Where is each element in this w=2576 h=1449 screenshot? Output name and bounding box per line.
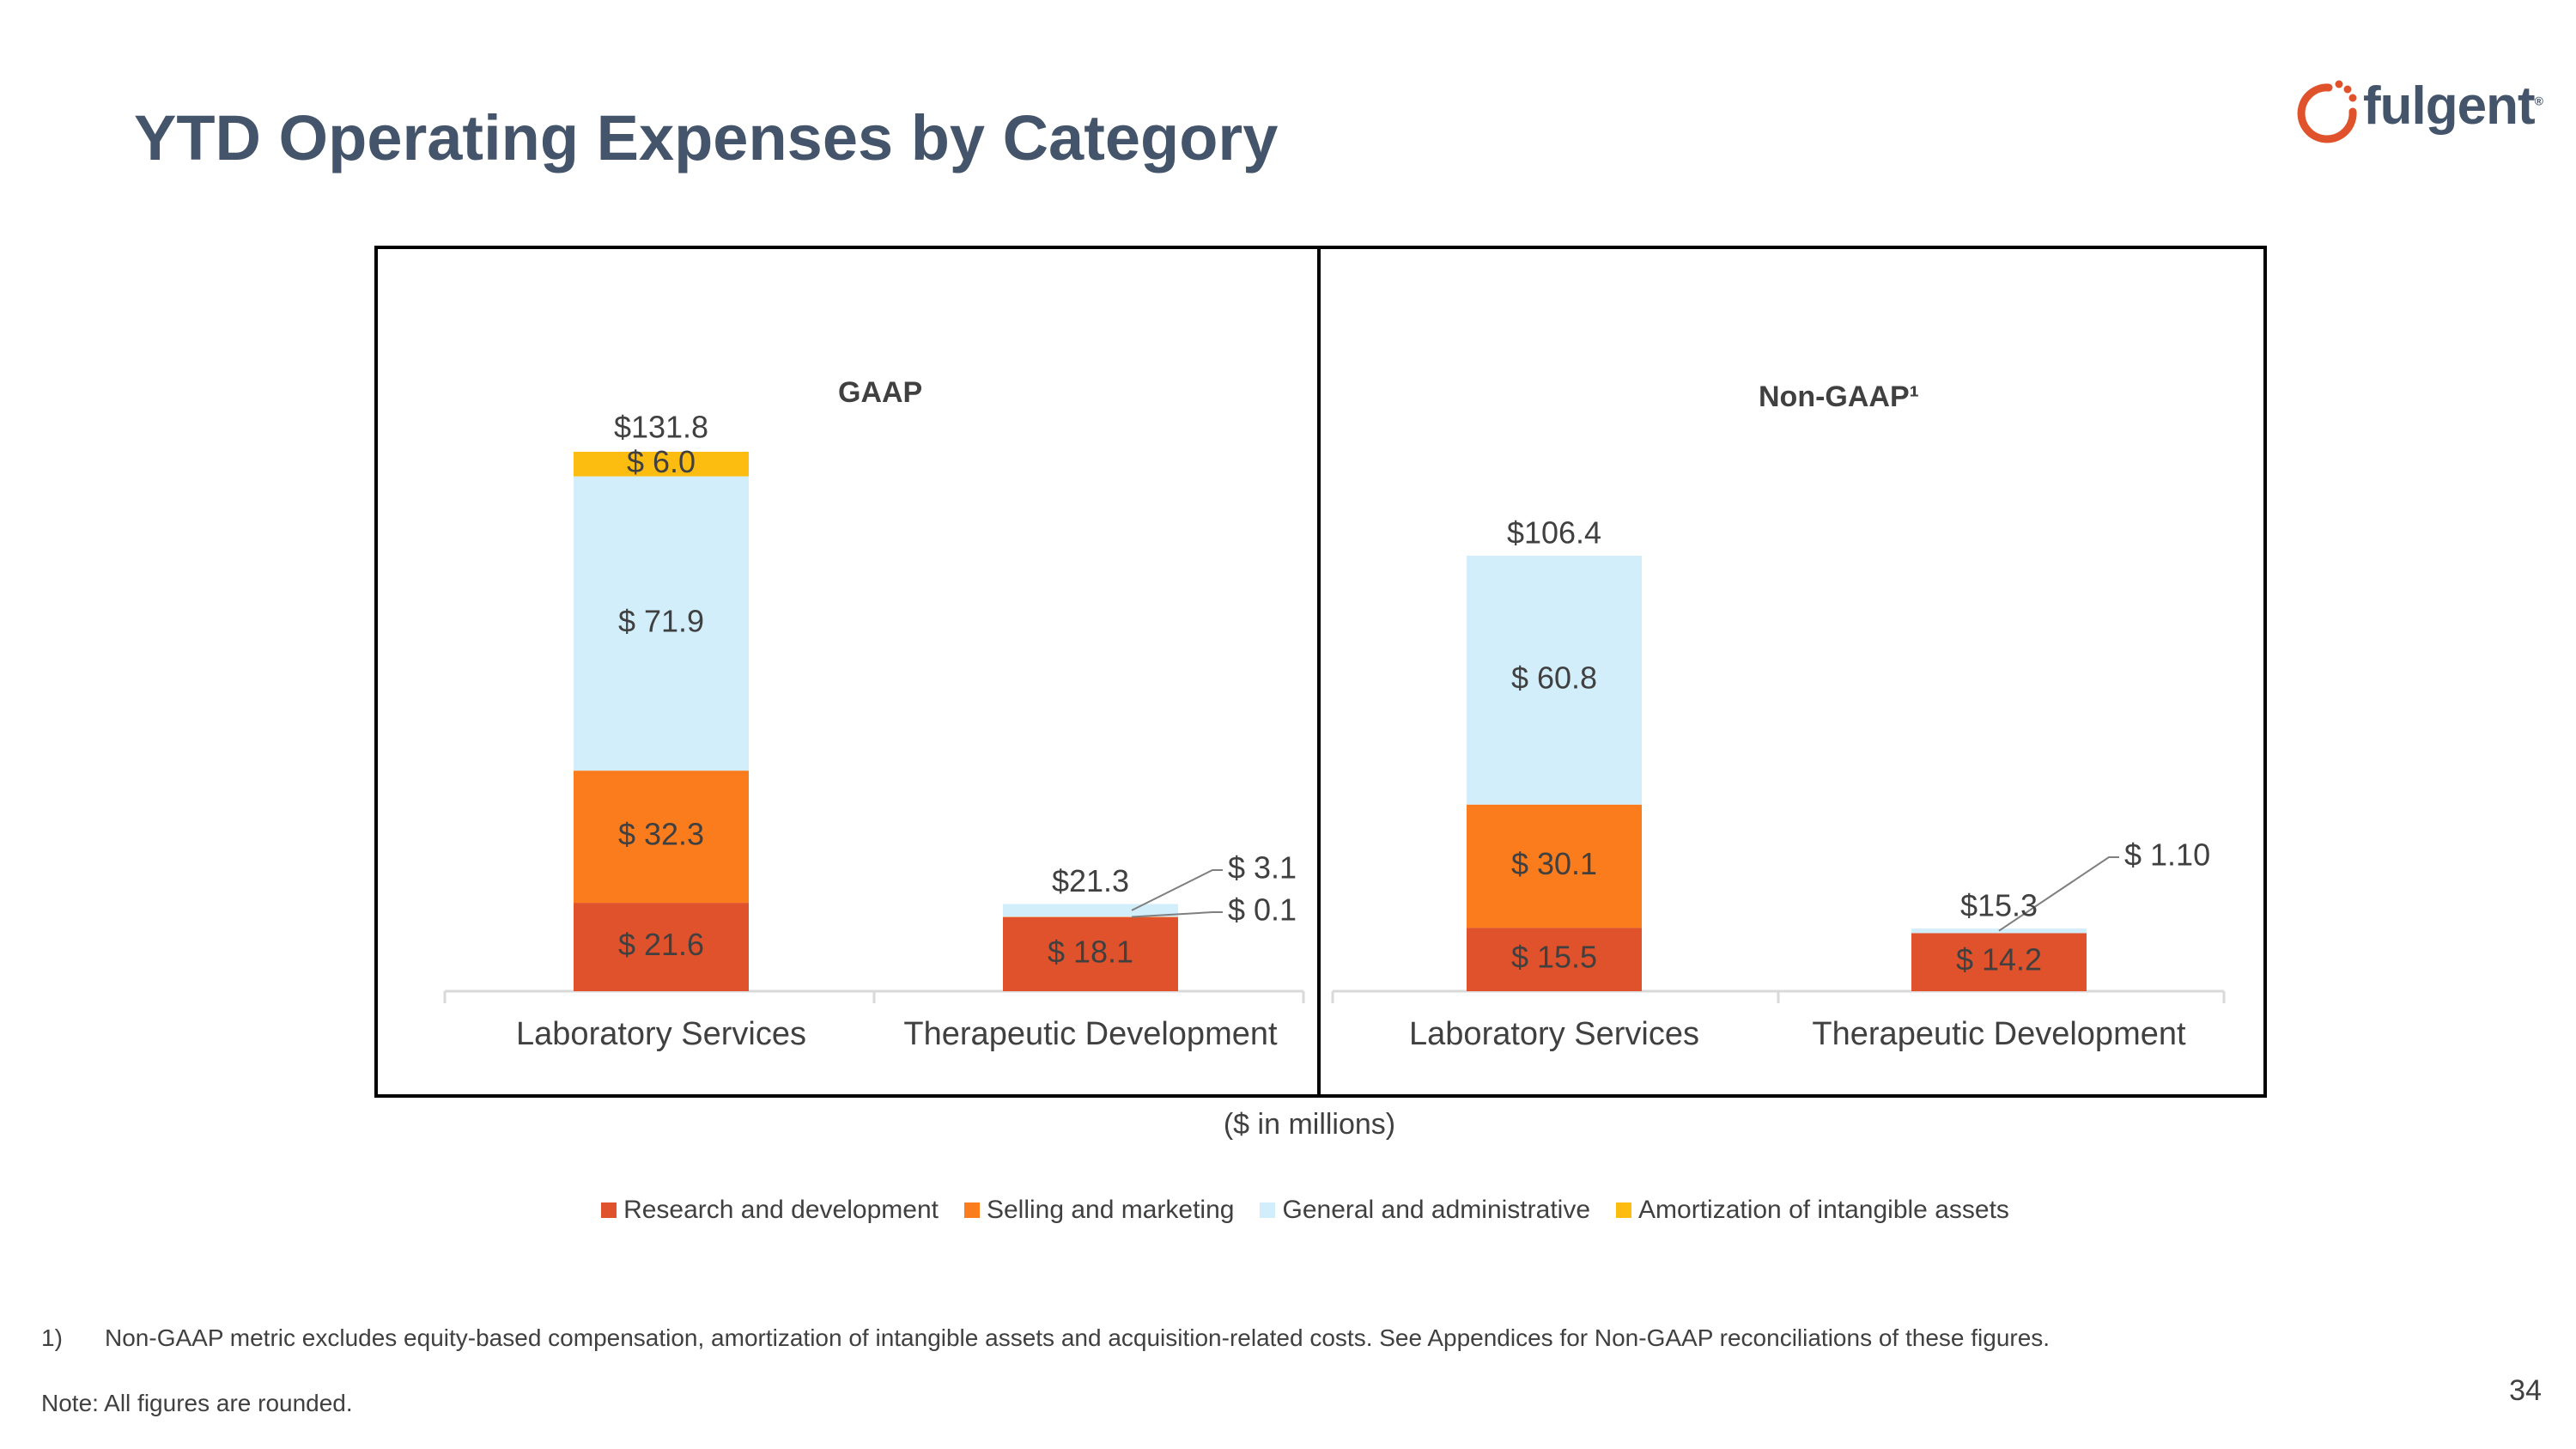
callout-line-gaap-1 [1131, 911, 1223, 918]
legend-item-sm: Selling and marketing [963, 1196, 1235, 1225]
bar-gaap-1-0 [1003, 916, 1178, 991]
data-label-nongaap-0-0: $ 15.5 [1511, 940, 1597, 975]
callout-label-gaap-2: $ 3.1 [1228, 850, 1297, 886]
category-label-gaap-1: Therapeutic Development [903, 1016, 1278, 1052]
total-label-nongaap-0: $106.4 [1507, 515, 1601, 551]
callout-label-gaap-1: $ 0.1 [1228, 892, 1297, 928]
legend-swatch-ga [1260, 1202, 1276, 1218]
chart-area: GAAP $ 21.6 $ 32.3 $ 71.9 $ 6.0 $131.8 Laborat… [374, 246, 2267, 1098]
units-note: ($ in millions) [1223, 1108, 1396, 1141]
total-label-gaap-0: $131.8 [614, 410, 708, 445]
total-label-gaap-1: $21.3 [1052, 863, 1129, 898]
callout-line-gaap-2 [1131, 869, 1223, 911]
data-label-gaap-0-2: $ 71.9 [618, 603, 704, 638]
bar-nongaap-0-0 [1467, 928, 1642, 991]
legend-swatch-sm [963, 1202, 980, 1218]
legend-label-amort: Amortization of intangible assets [1638, 1196, 2009, 1224]
footnote-number: 1) [41, 1324, 63, 1351]
legend-item-amort: Amortization of intangible assets [1616, 1196, 2009, 1225]
bar-gaap-0-0 [574, 903, 749, 991]
category-label-nongaap-0: Laboratory Services [1409, 1016, 1699, 1052]
data-label-nongaap-0-1: $ 30.1 [1511, 846, 1597, 881]
legend-label-rd: Research and development [623, 1196, 939, 1224]
data-label-nongaap-1-0: $ 14.2 [1956, 942, 2042, 977]
footnote: 1) Non-GAAP metric excludes equity-based … [41, 1324, 2050, 1352]
bar-gaap-0-3 [574, 452, 749, 477]
rounding-note: Note: All figures are rounded. [41, 1390, 353, 1416]
bar-nongaap-1-0 [1911, 933, 2087, 991]
total-label-nongaap-1: $15.3 [1960, 888, 2038, 923]
panel-title-nongaap: Non-GAAP¹ [1759, 381, 1919, 413]
logo-ring-icon [2297, 83, 2357, 143]
data-label-gaap-0-3: $ 6.0 [627, 444, 696, 479]
legend-swatch-rd [601, 1202, 617, 1218]
page-number: 34 [2509, 1374, 2542, 1407]
bar-gaap-0-2 [574, 476, 749, 771]
legend-item-ga: General and administrative [1260, 1196, 1590, 1225]
page-title: YTD Operating Expenses by Category [134, 102, 1279, 174]
bar-gaap-1-2 [1003, 904, 1178, 917]
panel-title-gaap: GAAP [838, 376, 922, 409]
logo-registered-mark: ® [2534, 94, 2543, 108]
data-label-gaap-1-0: $ 18.1 [1048, 934, 1133, 969]
data-label-gaap-0-1: $ 32.3 [618, 817, 704, 852]
chart-legend: Research and development Selling and mar… [515, 1196, 2095, 1225]
callout-line-nongaap-2 [1998, 856, 2119, 932]
category-label-gaap-0: Laboratory Services [516, 1016, 806, 1052]
bar-nongaap-0-2 [1467, 556, 1642, 805]
legend-swatch-amort [1616, 1202, 1632, 1218]
data-label-nongaap-0-2: $ 60.8 [1511, 660, 1597, 695]
callout-label-nongaap-2: $ 1.10 [2124, 837, 2210, 873]
logo-wordmark: fulgent® [2363, 76, 2543, 137]
legend-label-ga: General and administrative [1282, 1196, 1591, 1224]
legend-item-rd: Research and development [601, 1196, 939, 1225]
bar-gaap-0-1 [574, 770, 749, 904]
fulgent-logo [2297, 80, 2357, 143]
stacked-bar-chart: GAAP $ 21.6 $ 32.3 $ 71.9 $ 6.0$131.8 Laborat… [374, 246, 2267, 1098]
legend-label-sm: Selling and marketing [986, 1196, 1235, 1224]
bar-nongaap-0-1 [1467, 804, 1642, 928]
logo-text: fulgent [2363, 76, 2536, 136]
footnote-text: Non-GAAP metric excludes equity-based co… [105, 1324, 2050, 1351]
category-label-nongaap-1: Therapeutic Development [1812, 1016, 2186, 1052]
data-label-gaap-0-0: $ 21.6 [618, 927, 704, 962]
